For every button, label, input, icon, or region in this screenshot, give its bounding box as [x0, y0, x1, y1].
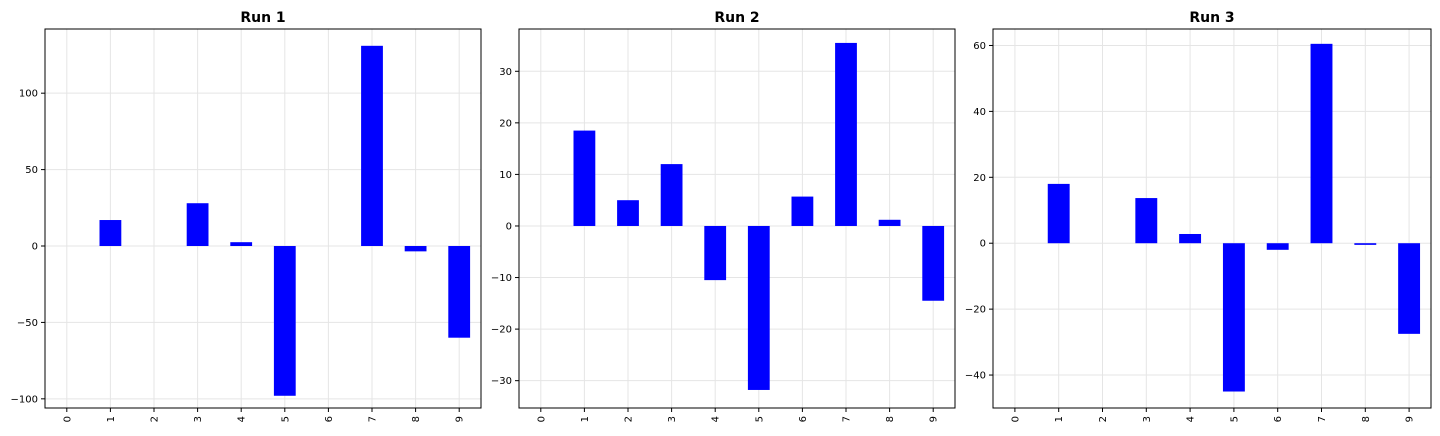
- x-tick-label: 1: [1054, 416, 1065, 422]
- x-tick-label: 2: [624, 416, 635, 422]
- y-tick-label: −40: [965, 371, 986, 382]
- bar-2: [617, 200, 639, 226]
- x-tick-label: 7: [368, 416, 379, 422]
- x-tick-label: 6: [1273, 416, 1284, 422]
- bar-8: [878, 219, 901, 226]
- y-tick-label: 0: [32, 242, 38, 253]
- x-tick-label: 2: [1098, 416, 1109, 422]
- plot-frame: [44, 28, 482, 409]
- y-tick-label: 0: [506, 221, 512, 232]
- bar-5: [1222, 243, 1245, 392]
- bar-1: [99, 220, 122, 247]
- bar-9: [922, 225, 945, 301]
- x-tick-label: 2: [150, 416, 161, 422]
- bar-7: [361, 45, 383, 247]
- bar-4: [704, 225, 727, 281]
- x-tick-label: 4: [1186, 416, 1197, 422]
- y-tick-label: −20: [965, 305, 986, 316]
- y-tick-label: −10: [491, 273, 512, 284]
- plot-frame: [518, 28, 956, 409]
- y-tick-label: −100: [11, 394, 38, 405]
- chart-panel-1: −100 −50 0 50 100 0 1 2 3 4 5 6 7 8 9 Run 1: [11, 10, 482, 422]
- bar-3: [1135, 198, 1158, 244]
- bar-5: [273, 246, 296, 396]
- y-tick-label: 40: [973, 107, 986, 118]
- bar-6: [791, 196, 814, 226]
- bar-3: [660, 164, 683, 226]
- bar-3: [186, 203, 209, 247]
- y-tick-label: 60: [973, 41, 986, 52]
- y-tick-label: 50: [25, 165, 38, 176]
- x-tick-label: 6: [324, 416, 335, 422]
- chart-title: Run 2: [714, 10, 759, 26]
- x-tick-label: 6: [798, 416, 809, 422]
- x-tick-label: 3: [667, 416, 678, 422]
- chart-panel-2: −30 −20 −10 0 10 20 30 0 1 2 3 4 5 6 7 8 9 Run 2: [491, 10, 956, 422]
- x-tick-label: 5: [1229, 416, 1240, 422]
- x-tick-label: 8: [1361, 416, 1372, 422]
- y-tick-label: 10: [499, 170, 512, 181]
- x-tick-label: 5: [754, 416, 765, 422]
- x-tick-label: 3: [1142, 416, 1153, 422]
- x-tick-label: 7: [842, 416, 853, 422]
- y-tick-label: 20: [499, 118, 512, 129]
- y-tick-label: 20: [973, 173, 986, 184]
- bar-1: [1047, 183, 1070, 244]
- bar-6: [1266, 243, 1289, 250]
- bar-4: [1179, 233, 1202, 244]
- y-tick-label: −20: [491, 325, 512, 336]
- bar-1: [573, 130, 596, 226]
- x-tick-label: 9: [929, 416, 940, 422]
- bar-4: [230, 242, 253, 247]
- x-tick-label: 5: [280, 416, 291, 422]
- bar-9: [448, 246, 471, 338]
- chart-title: Run 1: [240, 10, 285, 26]
- y-tick-label: −30: [491, 376, 512, 387]
- x-tick-label: 0: [1010, 416, 1021, 422]
- x-tick-label: 8: [885, 416, 896, 422]
- y-tick-label: 30: [499, 67, 512, 78]
- y-tick-label: −50: [17, 318, 38, 329]
- y-tick-label: 100: [19, 89, 38, 100]
- chart-title: Run 3: [1189, 10, 1234, 26]
- x-tick-label: 7: [1317, 416, 1328, 422]
- y-tick-label: 0: [980, 239, 986, 250]
- bar-9: [1398, 243, 1421, 334]
- x-tick-label: 3: [193, 416, 204, 422]
- x-tick-label: 0: [62, 416, 73, 422]
- bar-5: [747, 225, 770, 390]
- x-tick-label: 0: [536, 416, 547, 422]
- x-tick-label: 1: [580, 416, 591, 422]
- x-tick-label: 4: [237, 416, 248, 422]
- plot-frame: [992, 28, 1432, 409]
- bar-7: [1310, 43, 1333, 244]
- bar-7: [835, 42, 857, 226]
- x-tick-label: 8: [411, 416, 422, 422]
- bar-8: [1354, 243, 1377, 245]
- x-tick-label: 9: [1405, 416, 1416, 422]
- bar-8: [404, 246, 427, 252]
- x-tick-label: 9: [455, 416, 466, 422]
- x-tick-label: 1: [106, 416, 117, 422]
- x-tick-label: 4: [711, 416, 722, 422]
- chart-panel-3: −40 −20 0 20 40 60 0 1 2 3 4 5 6 7 8 9 Run 3: [965, 10, 1432, 422]
